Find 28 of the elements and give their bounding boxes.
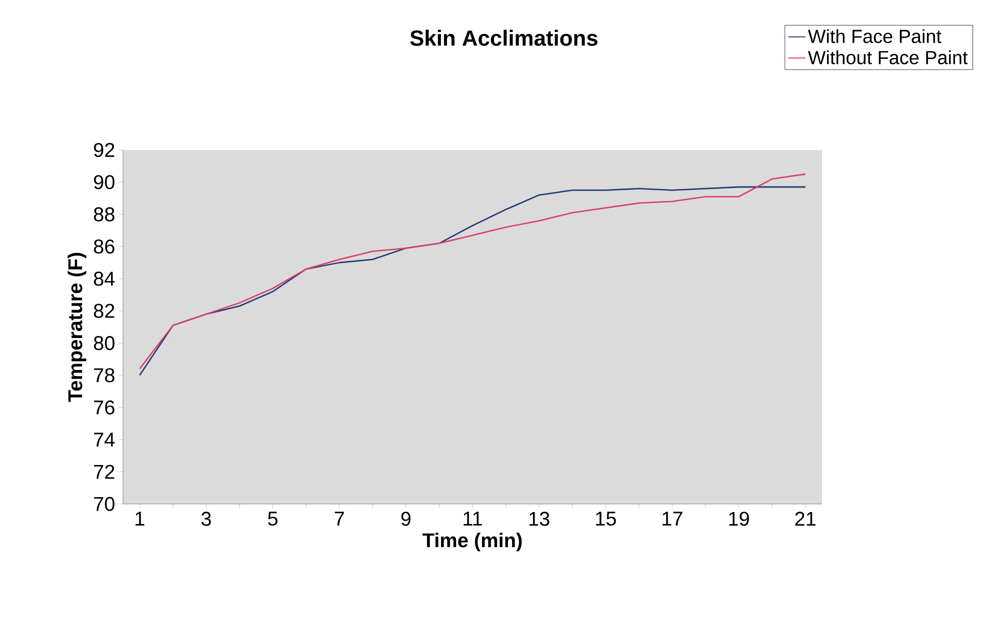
y-tick-label: 70 bbox=[94, 496, 114, 512]
y-tick-label: 74 bbox=[94, 432, 115, 446]
y-tick-label: 76 bbox=[94, 400, 114, 414]
y-tick-label: 92 bbox=[94, 142, 114, 158]
y-tick-label: 90 bbox=[94, 175, 114, 190]
x-tick-label: 9 bbox=[401, 512, 411, 526]
legend-label: Without Face Paint bbox=[808, 50, 968, 64]
x-tick-label: 17 bbox=[662, 512, 682, 526]
y-axis-title: Temperature (F) bbox=[68, 252, 86, 402]
y-tick-label: 80 bbox=[94, 336, 114, 350]
y-tick-label: 88 bbox=[94, 207, 114, 222]
x-tick-label: 21 bbox=[795, 512, 816, 526]
x-tick-label: 13 bbox=[530, 512, 550, 526]
y-tick-label: 82 bbox=[94, 304, 114, 318]
legend-label: With Face Paint bbox=[808, 29, 942, 44]
x-tick-label: 19 bbox=[729, 512, 749, 526]
x-tick-label: 15 bbox=[596, 512, 616, 526]
y-tick-label: 72 bbox=[94, 464, 114, 479]
x-tick-label: 3 bbox=[201, 512, 211, 526]
x-tick-label: 1 bbox=[136, 512, 144, 526]
x-tick-label: 5 bbox=[268, 512, 278, 526]
x-tick-label: 11 bbox=[464, 512, 482, 526]
x-tick-label: 7 bbox=[334, 512, 344, 526]
chart-title: Skin Acclimations bbox=[410, 30, 598, 46]
y-tick-label: 84 bbox=[94, 272, 115, 286]
y-tick-label: 78 bbox=[94, 368, 114, 382]
x-axis-title: Time (min) bbox=[422, 532, 522, 552]
y-tick-label: 86 bbox=[94, 239, 114, 254]
